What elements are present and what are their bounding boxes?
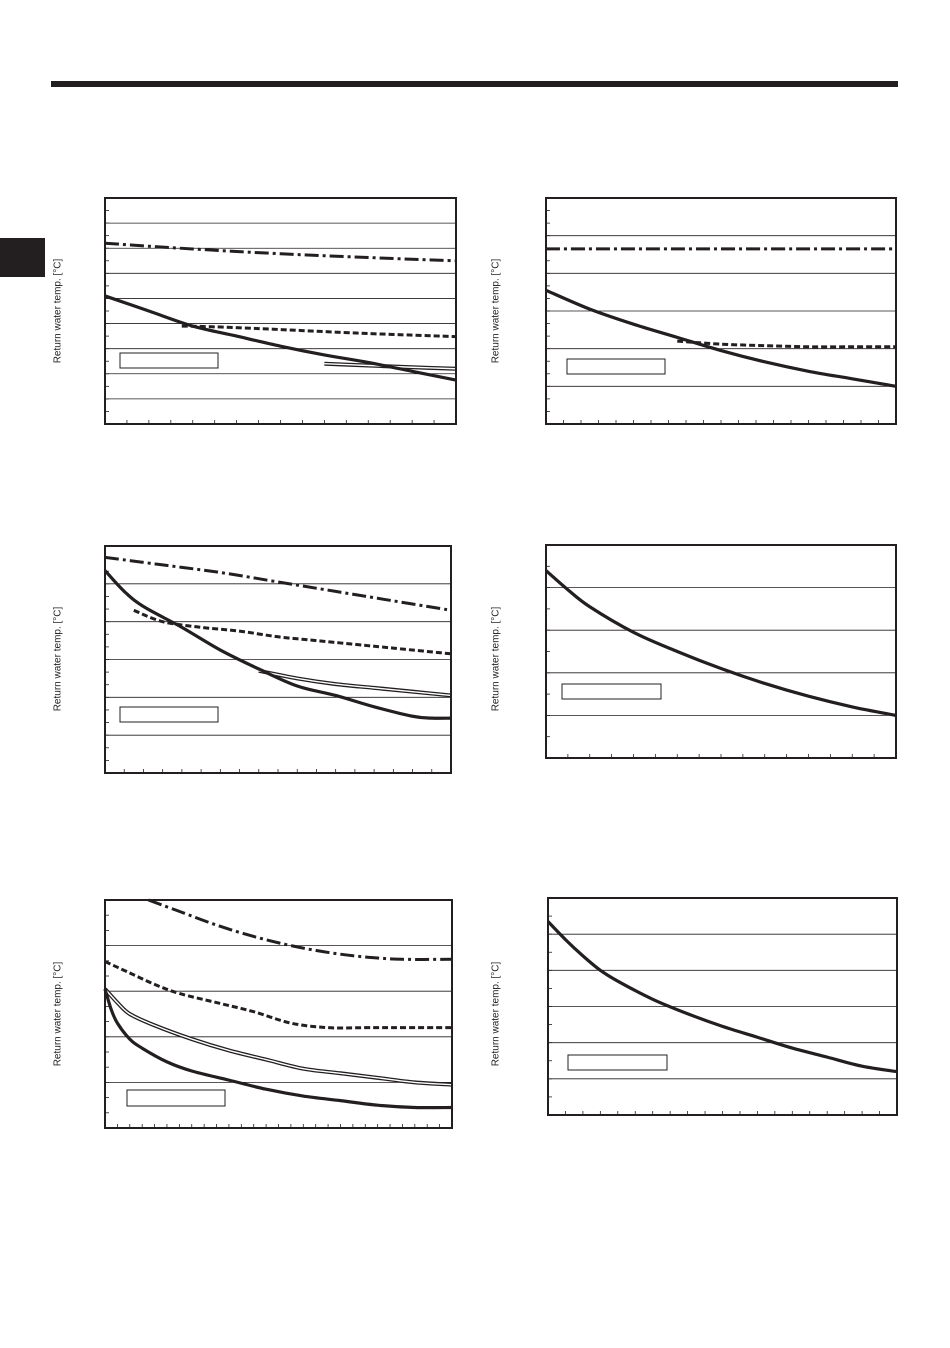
series-line-thick [546, 920, 898, 1074]
series-line-double-inner [258, 670, 452, 697]
series-line-thick [103, 988, 453, 1110]
chart-middle-right [544, 544, 897, 759]
series-line-dash-dot [104, 555, 452, 612]
y-axis-label-middle-left: Return water temp. [°C] [52, 606, 64, 712]
y-axis-label-top-right: Return water temp. [°C] [490, 258, 502, 364]
series-line-thick [545, 288, 897, 388]
series-line-dash-dot [104, 241, 457, 263]
plot-frame [104, 899, 453, 1129]
legend-box [126, 1089, 226, 1107]
chart-svg [104, 197, 457, 425]
legend-box [119, 706, 219, 723]
series-line-dash-dot [147, 898, 453, 961]
series-line-dashed [181, 324, 457, 339]
plot-frame [545, 197, 897, 425]
section-tab-marker [0, 238, 45, 277]
chart-bottom-right [546, 897, 898, 1116]
chart-middle-left [103, 545, 452, 774]
header-rule [51, 81, 898, 87]
series-line-dashed [133, 608, 452, 656]
legend-box [567, 1054, 668, 1071]
chart-svg [103, 545, 452, 774]
chart-top-left [104, 197, 457, 425]
plot-frame [547, 897, 898, 1116]
y-axis-label-top-left: Return water temp. [°C] [52, 258, 64, 364]
y-axis-label-bottom-left: Return water temp. [°C] [52, 961, 64, 1067]
y-axis-label-middle-right: Return water temp. [°C] [490, 606, 502, 712]
chart-svg [546, 897, 898, 1116]
series-line-thick [544, 569, 897, 717]
chart-svg [545, 197, 897, 425]
chart-svg [103, 898, 453, 1129]
series-line-thick [103, 569, 452, 720]
chart-top-right [545, 197, 897, 425]
legend-box [561, 683, 662, 700]
plot-frame [104, 545, 452, 774]
chart-bottom-left [103, 898, 453, 1129]
plot-frame [104, 197, 457, 425]
y-axis-label-bottom-right: Return water temp. [°C] [490, 961, 502, 1067]
plot-frame [545, 544, 897, 759]
series-line-thick [104, 294, 457, 382]
series-line-double-inner [104, 988, 453, 1086]
legend-box [119, 352, 219, 369]
series-line-dashed [677, 339, 896, 349]
chart-svg [544, 544, 897, 759]
legend-box [566, 358, 666, 375]
series-line-dashed [104, 960, 452, 1030]
